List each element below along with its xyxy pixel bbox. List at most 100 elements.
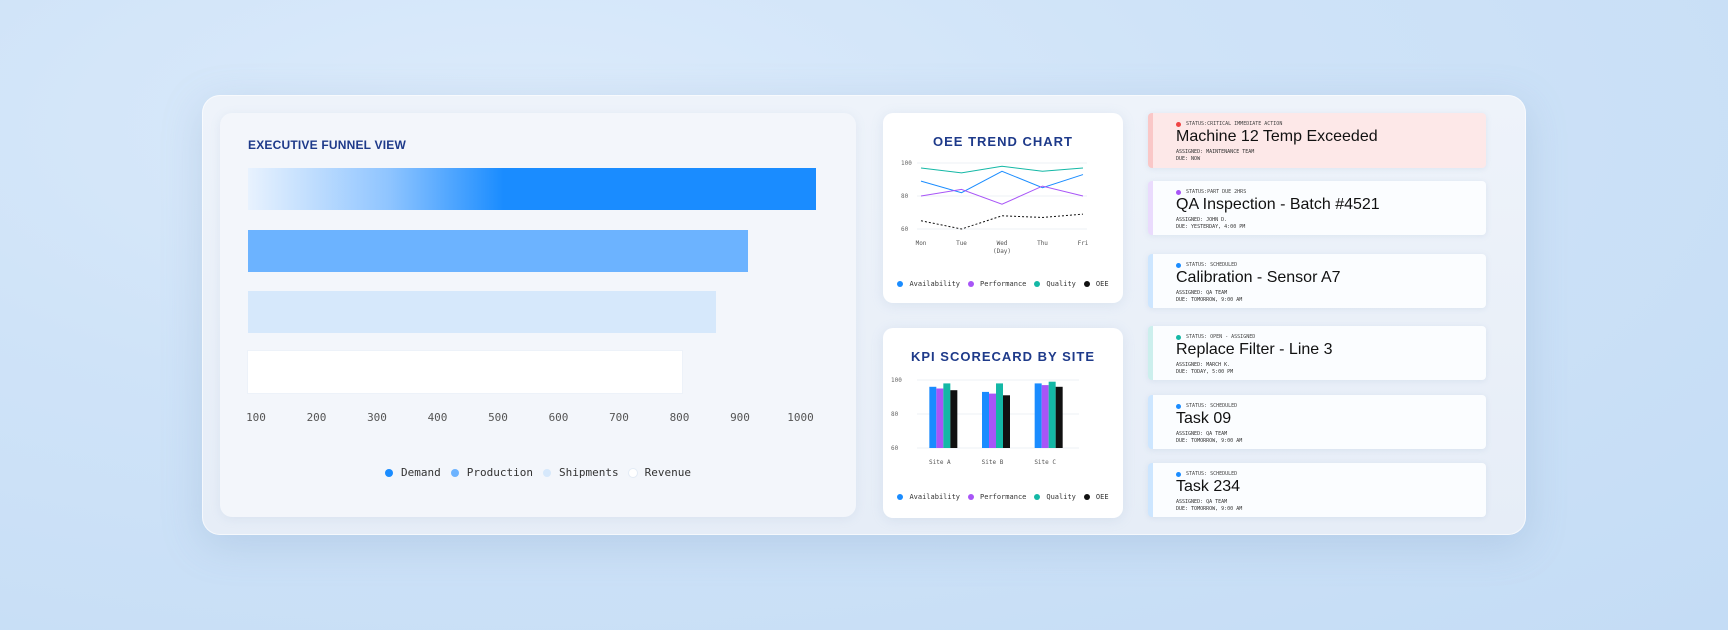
status-dot-icon: [1176, 262, 1181, 268]
legend-dot-icon: [968, 494, 975, 500]
oee-x-tick: Fri: [1078, 240, 1089, 247]
task-assigned: ASSIGNED: QA TEAM: [1176, 290, 1228, 296]
legend-dot-icon: [628, 468, 637, 477]
task-card[interactable]: STATUS: SCHEDULED Task 234 ASSIGNED: QA TE…: [1148, 463, 1486, 517]
funnel-legend: Demand Production Shipments Revenue: [220, 466, 856, 480]
funnel-axis-tick: 900: [730, 411, 750, 424]
funnel-axis-tick: 400: [427, 411, 448, 424]
funnel-bar-revenue[interactable]: [248, 351, 682, 393]
kpi-y-tick: 100: [891, 377, 902, 384]
oee-series-availability: [920, 170, 1084, 194]
legend-label: Revenue: [644, 466, 691, 479]
task-status-text: STATUS: SCHEDULED: [1186, 262, 1238, 268]
task-title: Task 09: [1176, 410, 1232, 427]
oee-y-tick: 100: [901, 160, 912, 167]
kpi-x-tick: Site A: [929, 459, 951, 466]
kpi-x-tick: Site C: [1034, 459, 1056, 466]
kpi-bar-quality[interactable]: [943, 383, 951, 448]
legend-label: Quality: [1046, 280, 1076, 288]
task-priority-stripe: [1148, 395, 1153, 449]
task-assigned: ASSIGNED: MARCH K.: [1176, 362, 1231, 368]
oee-x-tick: Tue: [956, 240, 967, 247]
task-due: DUE: TOMORROW, 9:00 AM: [1176, 297, 1243, 303]
funnel-bar-shipments[interactable]: [248, 291, 717, 333]
task-priority-stripe: [1148, 463, 1153, 517]
legend-dot-icon: [1034, 281, 1041, 287]
kpi-bar-quality[interactable]: [996, 383, 1003, 448]
task-status-text: STATUS: SCHEDULED: [1186, 403, 1238, 409]
legend-item-oee: OEE: [1083, 493, 1109, 501]
legend-label: Performance: [980, 280, 1027, 288]
legend-label: Quality: [1046, 493, 1076, 501]
kpi-bar-availability[interactable]: [929, 386, 937, 448]
task-status: STATUS: SCHEDULED: [1176, 403, 1237, 409]
task-card[interactable]: STATUS: SCHEDULED Calibration - Sensor A7…: [1148, 254, 1486, 308]
task-card[interactable]: STATUS: OPEN - ASSIGNED Replace Filter - …: [1148, 326, 1486, 380]
task-card[interactable]: STATUS:CRITICAL IMMEDIATE ACTION Machine …: [1148, 113, 1486, 168]
funnel-bar-demand[interactable]: [248, 168, 817, 210]
kpi-y-tick: 80: [891, 411, 899, 418]
funnel-axis-tick: 300: [367, 411, 387, 424]
oee-x-label: (Day): [993, 248, 1011, 255]
kpi-chart-title: KPI SCORECARD BY SITE: [910, 349, 1095, 364]
oee-x-tick: Mon: [916, 240, 927, 247]
task-assigned: ASSIGNED: JOHN D.: [1176, 217, 1228, 223]
kpi-bar-performance[interactable]: [1041, 385, 1049, 448]
legend-label: Availability: [909, 280, 961, 288]
funnel-axis-tick: 100: [246, 411, 266, 424]
kpi-bar-oee[interactable]: [1055, 386, 1063, 448]
funnel-title: EXECUTIVE FUNNEL VIEW: [248, 138, 406, 152]
task-title: Machine 12 Temp Exceeded: [1176, 128, 1378, 145]
legend-item-oee: OEE: [1083, 280, 1109, 288]
legend-item-demand: Demand: [385, 466, 441, 479]
oee-y-tick: 60: [901, 226, 909, 233]
task-status: STATUS: SCHEDULED: [1176, 471, 1237, 477]
task-status: STATUS:CRITICAL IMMEDIATE ACTION: [1176, 121, 1282, 127]
funnel-axis-tick: 200: [306, 411, 327, 424]
legend-label: Availability: [909, 493, 961, 501]
legend-dot-icon: [1034, 494, 1041, 500]
oee-series-oee: [920, 213, 1084, 230]
task-due: DUE: YESTERDAY, 4:00 PM: [1176, 224, 1246, 230]
task-status-text: STATUS: SCHEDULED: [1186, 471, 1238, 477]
kpi-bar-performance[interactable]: [989, 393, 996, 448]
oee-trend-card: OEE TREND CHART 60 80 100 Mon Tue Wed Thu Fri (D…: [883, 113, 1123, 303]
legend-item-performance: Performance: [968, 493, 1026, 501]
task-title: Replace Filter - Line 3: [1176, 341, 1333, 358]
task-assigned: ASSIGNED: MAINTENANCE TEAM: [1176, 149, 1255, 155]
task-due: DUE: TODAY, 5:00 PM: [1176, 369, 1234, 375]
legend-dot-icon: [897, 494, 904, 500]
task-card[interactable]: STATUS: SCHEDULED Task 09 ASSIGNED: QA TEA…: [1148, 395, 1486, 449]
kpi-bar-performance[interactable]: [936, 388, 944, 449]
task-status-text: STATUS:CRITICAL IMMEDIATE ACTION: [1186, 121, 1283, 127]
status-dot-icon: [1176, 471, 1181, 477]
legend-label: OEE: [1095, 280, 1109, 288]
legend-item-performance: Performance: [968, 280, 1026, 288]
kpi-bar-quality[interactable]: [1048, 381, 1056, 448]
funnel-axis-tick: 500: [488, 411, 508, 424]
kpi-bar-oee[interactable]: [1003, 395, 1010, 448]
legend-dot-icon: [1083, 281, 1090, 287]
dashboard-frame: EXECUTIVE FUNNEL VIEW 100 200 300 400 500 600…: [202, 95, 1526, 535]
funnel-axis-tick: 600: [548, 411, 569, 424]
oee-y-tick: 80: [901, 193, 909, 200]
task-status-text: STATUS: OPEN - ASSIGNED: [1186, 334, 1256, 340]
kpi-y-tick: 60: [891, 445, 899, 452]
legend-label: Production: [466, 466, 533, 479]
task-title: QA Inspection - Batch #4521: [1176, 196, 1380, 213]
oee-chart: 60 80 100 Mon Tue Wed Thu Fri (Day): [901, 160, 1089, 255]
legend-dot-icon: [385, 468, 394, 477]
task-card[interactable]: STATUS:PART DUE 2HRS QA Inspection - Batc…: [1148, 181, 1486, 235]
status-dot-icon: [1176, 189, 1181, 195]
legend-label: Demand: [401, 466, 441, 479]
legend-item-quality: Quality: [1034, 280, 1076, 288]
legend-item-revenue: Revenue: [628, 466, 691, 479]
kpi-bar-oee[interactable]: [950, 390, 958, 448]
legend-item-availability: Availability: [897, 280, 960, 288]
kpi-bar-availability[interactable]: [982, 391, 989, 448]
legend-item-production: Production: [450, 466, 533, 479]
funnel-bar-production[interactable]: [248, 230, 748, 272]
oee-series-performance: [920, 185, 1084, 205]
kpi-bar-availability[interactable]: [1034, 383, 1042, 448]
status-dot-icon: [1176, 121, 1181, 127]
